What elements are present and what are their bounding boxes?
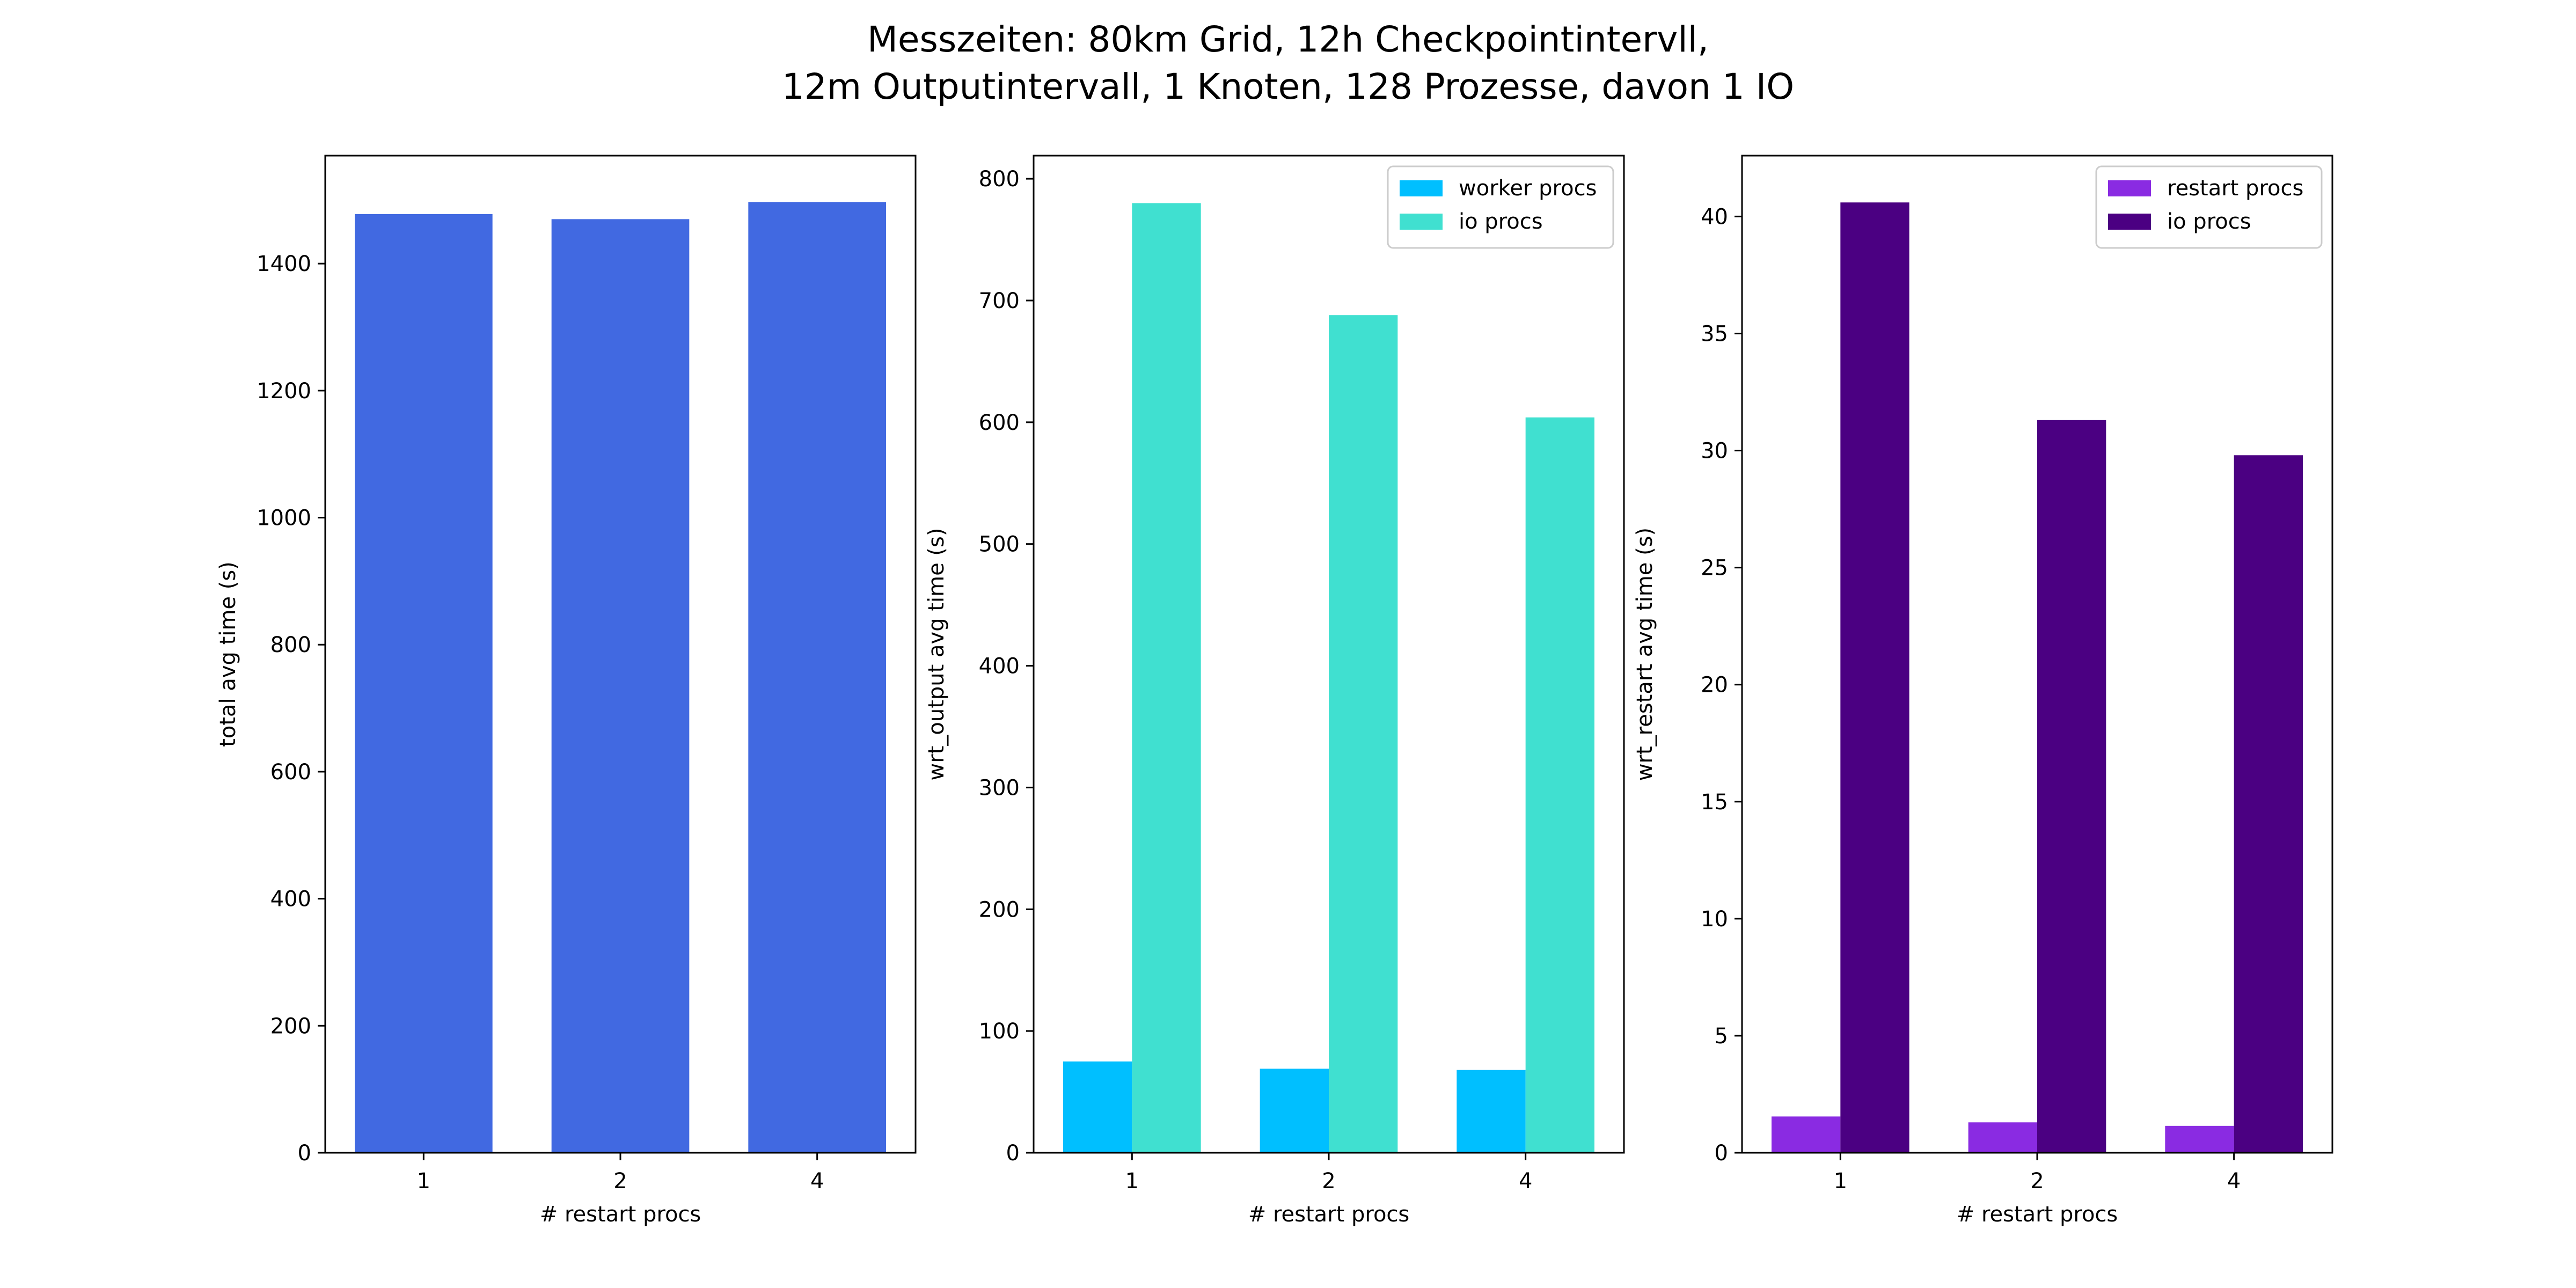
y-tick-label: 400 (270, 887, 311, 912)
legend-label: worker procs (1459, 176, 1597, 201)
chart-total-avg-time: 0 200 400 600 800 1000 1200 1400 1 2 4 # restart pr… (216, 155, 917, 1227)
bar-io-procs-4 (1525, 417, 1594, 1153)
legend-frame (1387, 165, 1614, 249)
bar-io-procs-1 (1840, 202, 1909, 1153)
bar-io-procs-2 (2037, 420, 2106, 1153)
y-tick-label: 1000 (257, 506, 311, 531)
figure-title-line-2: 12m Outputintervall, 1 Knoten, 128 Proze… (781, 66, 1795, 107)
y-axis-label: wrt_restart avg time (s) (1633, 528, 1657, 781)
x-axis-label: # restart procs (1248, 1202, 1410, 1227)
legend: restart procs io procs (2095, 165, 2323, 249)
y-tick-label: 1200 (257, 379, 311, 404)
y-tick-label: 300 (979, 775, 1020, 800)
legend-swatch (2108, 214, 2151, 230)
y-tick-label: 600 (979, 411, 1020, 435)
y-tick-label: 5 (1715, 1024, 1728, 1049)
x-tick-label: 1 (417, 1169, 430, 1194)
y-tick-label: 0 (1715, 1141, 1728, 1166)
bar-restart-procs-1 (1772, 1116, 1841, 1153)
bar-worker-procs-2 (1260, 1069, 1329, 1153)
bar-series-4 (748, 202, 886, 1153)
y-axis-label: wrt_output avg time (s) (924, 528, 949, 781)
y-tick-label: 15 (1701, 790, 1728, 815)
y-tick-label: 100 (979, 1019, 1020, 1044)
x-tick-label: 2 (2030, 1169, 2044, 1194)
x-tick-label: 4 (2227, 1169, 2241, 1194)
legend: worker procs io procs (1387, 165, 1614, 249)
x-axis-label: # restart procs (540, 1202, 701, 1227)
y-tick-label: 40 (1701, 204, 1728, 229)
y-tick-label: 20 (1701, 673, 1728, 698)
y-tick-label: 800 (270, 633, 311, 657)
legend-label: io procs (1459, 209, 1543, 234)
y-tick-label: 0 (298, 1141, 311, 1166)
y-tick-label: 200 (270, 1014, 311, 1038)
y-axis-label: total avg time (s) (216, 561, 240, 747)
bar-io-procs-4 (2234, 455, 2303, 1153)
y-tick-label: 600 (270, 760, 311, 785)
y-tick-label: 500 (979, 532, 1020, 557)
bar-series-1 (355, 214, 493, 1153)
x-tick-label: 1 (1125, 1169, 1139, 1194)
y-tick-label: 1400 (257, 252, 311, 276)
legend-swatch (1400, 214, 1443, 230)
figure-title-line-1: Messzeiten: 80km Grid, 12h Checkpointint… (867, 19, 1709, 60)
bar-worker-procs-1 (1063, 1061, 1132, 1153)
y-tick-label: 35 (1701, 321, 1728, 346)
legend-swatch (1400, 180, 1443, 196)
legend-swatch (2108, 180, 2151, 196)
figure-title: Messzeiten: 80km Grid, 12h Checkpointint… (0, 16, 2576, 111)
chart-wrt-output-avg-time: 0 100 200 300 400 500 600 700 800 1 2 4 # restart pr… (924, 155, 1625, 1227)
legend-label: io procs (2167, 209, 2251, 234)
bar-worker-procs-4 (1457, 1070, 1526, 1153)
y-tick-label: 30 (1701, 439, 1728, 464)
legend-label: restart procs (2167, 176, 2303, 201)
bar-restart-procs-4 (2165, 1125, 2234, 1153)
y-tick-label: 10 (1701, 907, 1728, 932)
y-tick-label: 400 (979, 654, 1020, 679)
bar-io-procs-1 (1132, 203, 1201, 1153)
y-tick-label: 800 (979, 167, 1020, 192)
x-tick-label: 2 (613, 1169, 627, 1194)
x-tick-label: 4 (810, 1169, 824, 1194)
y-tick-label: 0 (1006, 1141, 1020, 1166)
legend-frame (2095, 165, 2323, 249)
y-tick-label: 200 (979, 897, 1020, 922)
bar-restart-procs-2 (1968, 1122, 2037, 1153)
y-tick-label: 25 (1701, 556, 1728, 581)
bar-series-2 (551, 219, 690, 1153)
y-tick-label: 700 (979, 289, 1020, 313)
x-axis-label: # restart procs (1957, 1202, 2118, 1227)
x-tick-label: 4 (1519, 1169, 1532, 1194)
chart-wrt-restart-avg-time: 0 5 10 15 20 25 30 35 40 1 2 4 # restart procs wrt_re… (1633, 155, 2333, 1227)
x-tick-label: 2 (1322, 1169, 1335, 1194)
x-tick-label: 1 (1834, 1169, 1847, 1194)
bar-io-procs-2 (1329, 315, 1398, 1153)
